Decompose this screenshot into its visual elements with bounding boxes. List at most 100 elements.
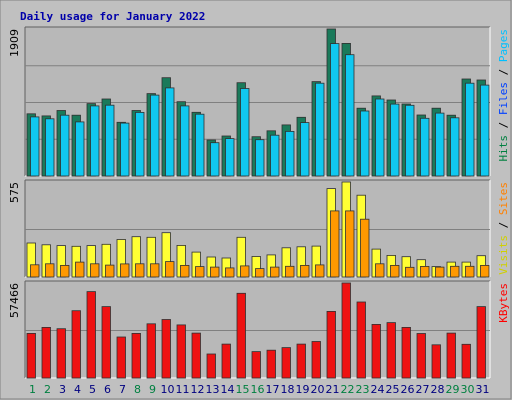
day-label-12: 12: [191, 383, 205, 396]
bar-kbytes-day-25: [386, 322, 396, 379]
bar-sites-day-26: [405, 266, 415, 278]
bar-pages-day-7: [120, 122, 130, 177]
bar-pages-day-6: [105, 104, 115, 177]
bar-sites-day-14: [225, 267, 235, 278]
bar-pages-day-24: [375, 98, 385, 177]
bar-pages-day-14: [225, 138, 235, 177]
bar-pages-day-18: [285, 130, 295, 177]
bar-pages-day-9: [150, 94, 160, 177]
day-label-15: 15: [236, 383, 250, 396]
bar-kbytes-day-16: [251, 351, 261, 379]
bar-kbytes-day-2: [41, 326, 51, 379]
bar-sites-day-17: [270, 266, 280, 278]
bar-kbytes-day-23: [356, 301, 366, 379]
legend-entry: KBytes: [497, 283, 510, 323]
bar-sites-day-13: [210, 266, 220, 278]
day-label-7: 7: [119, 383, 126, 396]
bar-sites-day-7: [120, 263, 130, 278]
bar-sites-day-31: [480, 264, 490, 278]
bar-kbytes-day-9: [146, 323, 156, 379]
day-label-17: 17: [266, 383, 280, 396]
legend-entry: Files: [497, 82, 510, 115]
day-label-19: 19: [296, 383, 310, 396]
bar-pages-day-29: [450, 117, 460, 177]
bar-kbytes-day-31: [476, 306, 486, 379]
bar-kbytes-day-28: [431, 344, 441, 379]
day-label-10: 10: [161, 383, 175, 396]
bar-sites-day-15: [240, 265, 250, 278]
day-label-9: 9: [149, 383, 156, 396]
legend-kbytes: KBytes: [497, 283, 510, 323]
legend-entry: /: [497, 115, 510, 135]
day-label-31: 31: [476, 383, 490, 396]
panel-kbytes: 57466 KBytes: [8, 280, 510, 379]
bar-pages-day-8: [135, 112, 145, 177]
bar-kbytes-day-27: [416, 333, 426, 379]
bar-kbytes-day-26: [401, 326, 411, 379]
bar-pages-day-17: [270, 134, 280, 177]
bar-kbytes-day-18: [281, 347, 291, 379]
bar-sites-day-3: [60, 264, 70, 278]
bar-sites-day-6: [105, 264, 115, 278]
bar-pages-day-25: [390, 103, 400, 177]
day-label-11: 11: [176, 383, 190, 396]
legend-entry: Hits: [497, 135, 510, 162]
series-sites: [30, 210, 490, 278]
bar-kbytes-day-17: [266, 349, 276, 379]
bar-pages-day-15: [240, 88, 250, 177]
day-label-24: 24: [371, 383, 385, 396]
legend-entry: /: [497, 215, 510, 235]
bar-kbytes-day-10: [161, 319, 171, 379]
day-label-6: 6: [104, 383, 111, 396]
legend-hits: Hits / Files / Pages: [497, 29, 510, 162]
bar-pages-day-11: [180, 105, 190, 177]
day-label-26: 26: [401, 383, 415, 396]
day-label-13: 13: [206, 383, 220, 396]
bar-kbytes-day-5: [86, 291, 96, 379]
legend-visits: Visits / Sites: [497, 182, 510, 275]
bar-sites-day-16: [255, 268, 265, 278]
legend-entry: Visits: [497, 235, 510, 275]
day-label-30: 30: [461, 383, 475, 396]
bar-kbytes-day-12: [191, 332, 201, 379]
bar-pages-day-23: [360, 110, 370, 177]
bar-pages-day-3: [60, 114, 70, 177]
bar-kbytes-day-24: [371, 323, 381, 379]
legend-entry: Pages: [497, 29, 510, 62]
bar-sites-day-1: [30, 264, 40, 278]
bar-kbytes-day-13: [206, 353, 216, 379]
day-label-14: 14: [221, 383, 235, 396]
bar-sites-day-20: [315, 264, 325, 278]
legend-entry: Sites: [497, 182, 510, 215]
bar-sites-day-21: [330, 210, 340, 278]
bar-sites-day-19: [300, 264, 310, 278]
bar-sites-day-5: [90, 263, 100, 278]
scale-label-kbytes: 57466: [8, 283, 21, 318]
bar-sites-day-30: [465, 265, 475, 278]
bar-kbytes-day-3: [56, 328, 66, 379]
day-label-21: 21: [326, 383, 340, 396]
bar-sites-day-8: [135, 263, 145, 278]
bar-sites-day-28: [435, 266, 445, 278]
day-label-8: 8: [134, 383, 141, 396]
day-label-1: 1: [29, 383, 36, 396]
bar-pages-day-30: [465, 82, 475, 177]
bar-sites-day-12: [195, 266, 205, 278]
bar-pages-day-20: [315, 82, 325, 177]
bar-pages-day-26: [405, 104, 415, 177]
bar-sites-day-4: [75, 261, 85, 278]
day-label-18: 18: [281, 383, 295, 396]
bar-pages-day-4: [75, 121, 85, 177]
bar-sites-day-23: [360, 218, 370, 278]
bar-pages-day-12: [195, 113, 205, 177]
bar-pages-day-22: [345, 54, 355, 177]
bar-kbytes-day-11: [176, 324, 186, 379]
day-label-5: 5: [89, 383, 96, 396]
day-label-28: 28: [431, 383, 445, 396]
bar-sites-day-25: [390, 264, 400, 278]
bar-kbytes-day-19: [296, 343, 306, 379]
bar-kbytes-day-20: [311, 341, 321, 379]
bar-sites-day-9: [150, 263, 160, 278]
bar-sites-day-24: [375, 263, 385, 278]
day-label-3: 3: [59, 383, 66, 396]
